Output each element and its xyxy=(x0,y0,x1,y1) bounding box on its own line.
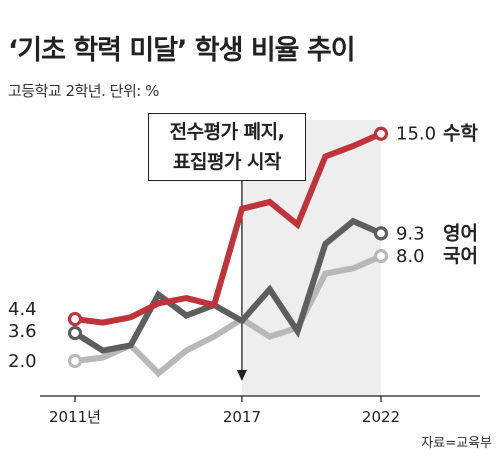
end-value-label: 15.0 xyxy=(396,124,436,145)
event-arrowhead xyxy=(236,370,247,381)
start-value-label: 3.6 xyxy=(8,321,37,342)
series-endpoint-2 xyxy=(67,353,83,369)
series-name-label: 수학 xyxy=(443,123,478,145)
annotation-box: 전수평가 폐지, 표집평가 시작 xyxy=(148,113,306,181)
x-tick-label: 2011년 xyxy=(49,408,101,426)
series-endpoint-0 xyxy=(67,311,83,327)
series-endpoint-2 xyxy=(373,249,389,264)
x-tick-label: 2022 xyxy=(362,408,400,426)
series-line-0 xyxy=(74,130,383,326)
x-tick-label: 2017 xyxy=(223,408,261,426)
start-value-label: 4.4 xyxy=(8,299,37,320)
series-endpoint-0 xyxy=(373,126,389,141)
series-name-label: 영어 xyxy=(443,222,478,244)
series-endpoint-1 xyxy=(67,325,83,341)
end-value-label: 8.0 xyxy=(396,246,425,267)
series-line-1 xyxy=(73,217,383,354)
series-endpoint-1 xyxy=(373,226,389,241)
chart-subtitle: 고등학교 2학년. 단위: % xyxy=(8,82,159,100)
chart-title: ‘기초 학력 미달’ 학생 비율 추이 xyxy=(8,35,356,66)
start-value-label: 2.0 xyxy=(8,351,37,372)
source-note: 자료=교육부 xyxy=(421,436,492,451)
end-value-label: 9.3 xyxy=(396,223,425,244)
series-name-label: 국어 xyxy=(443,245,478,267)
annotation-line-2: 표집평가 시작 xyxy=(173,151,282,173)
annotation-line-1: 전수평가 폐지, xyxy=(169,121,285,143)
